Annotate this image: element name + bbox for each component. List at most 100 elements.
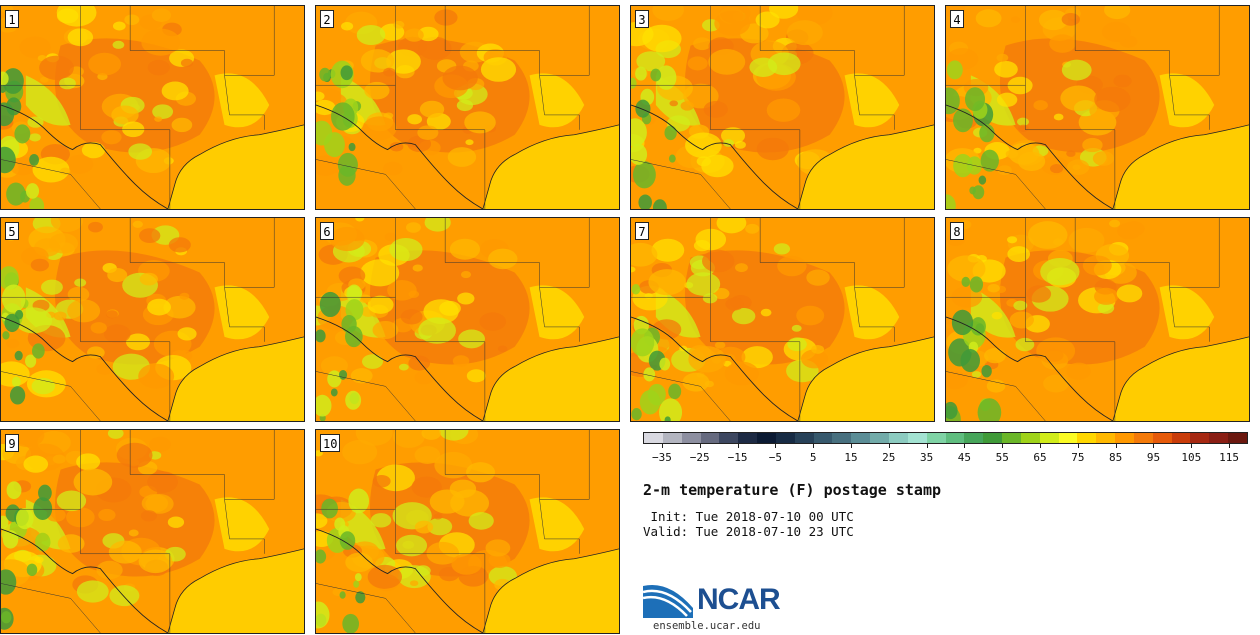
colorbar-tick xyxy=(661,444,663,448)
temperature-field xyxy=(1,430,304,633)
map-panel: 1 xyxy=(0,5,305,210)
colorbar-swatch xyxy=(926,433,946,443)
panel-label: 8 xyxy=(950,222,964,240)
colorbar: −35 −25 −15 −5 5 15 25 35 45 55 65 75 85 95 105 115 xyxy=(643,432,1248,468)
map-panel: 5 xyxy=(0,217,305,422)
colorbar-swatches xyxy=(643,432,1248,444)
panel-label: 7 xyxy=(635,222,649,240)
colorbar-swatch xyxy=(738,433,758,443)
colorbar-tick-label: −5 xyxy=(768,451,782,464)
colorbar-swatch xyxy=(1133,433,1153,443)
colorbar-tick xyxy=(1115,444,1117,448)
colorbar-tick-label: 25 xyxy=(882,451,896,464)
colorbar-tick xyxy=(1040,444,1042,448)
map-panel: 7 xyxy=(630,217,935,422)
colorbar-tick xyxy=(699,444,701,448)
colorbar-tick-label: 115 xyxy=(1219,451,1240,464)
ncar-logo: NCAR xyxy=(642,578,793,620)
panel-label: 3 xyxy=(635,10,649,28)
colorbar-swatch xyxy=(832,433,852,443)
colorbar-tick-label: 55 xyxy=(995,451,1009,464)
colorbar-swatch xyxy=(1228,433,1247,443)
colorbar-tick xyxy=(850,444,852,448)
map-panel: 10 xyxy=(315,429,620,634)
logo-wordmark: NCAR xyxy=(697,583,781,616)
colorbar-tick-label: 65 xyxy=(1033,451,1047,464)
colorbar-swatch xyxy=(983,433,1003,443)
colorbar-tick xyxy=(926,444,928,448)
temperature-field xyxy=(316,6,619,209)
colorbar-swatch xyxy=(813,433,833,443)
map-panel: 4 xyxy=(945,5,1250,210)
colorbar-swatch xyxy=(1002,433,1021,443)
colorbar-swatch xyxy=(1115,433,1134,443)
colorbar-tick-label: −15 xyxy=(727,451,748,464)
colorbar-tick-label: 75 xyxy=(1071,451,1085,464)
ncar-swoosh-icon xyxy=(642,584,693,618)
map-panel: 2 xyxy=(315,5,620,210)
panel-label: 1 xyxy=(5,10,19,28)
figure-title: 2-m temperature (F) postage stamp xyxy=(643,481,942,499)
colorbar-swatch xyxy=(1058,433,1078,443)
colorbar-swatch xyxy=(964,433,984,443)
colorbar-tick xyxy=(1077,444,1079,448)
temperature-field xyxy=(1,218,304,421)
colorbar-swatch xyxy=(1077,433,1097,443)
colorbar-tick-label: 95 xyxy=(1146,451,1161,464)
colorbar-swatch xyxy=(1209,433,1229,443)
temperature-field xyxy=(316,218,619,421)
valid-time: Valid: Tue 2018-07-10 23 UTC xyxy=(643,524,854,539)
panel-label: 10 xyxy=(320,434,341,452)
colorbar-swatch xyxy=(945,433,965,443)
colorbar-tick xyxy=(964,444,966,448)
map-panel: 9 xyxy=(0,429,305,634)
colorbar-tick-label: 85 xyxy=(1109,451,1123,464)
colorbar-swatch xyxy=(719,433,739,443)
colorbar-swatch xyxy=(1096,433,1116,443)
colorbar-tick xyxy=(1002,444,1004,448)
logo-url: ensemble.ucar.edu xyxy=(653,620,761,632)
colorbar-swatch xyxy=(1020,433,1040,443)
temperature-field xyxy=(631,218,934,421)
colorbar-tick xyxy=(813,444,815,448)
colorbar-tick xyxy=(737,444,739,448)
colorbar-tick-label: 5 xyxy=(809,451,817,464)
temperature-field xyxy=(631,6,934,209)
colorbar-tick-label: −25 xyxy=(689,451,710,464)
colorbar-swatch xyxy=(775,433,795,443)
panel-label: 4 xyxy=(950,10,964,28)
colorbar-tick-label: 105 xyxy=(1181,451,1202,464)
colorbar-tick xyxy=(1153,444,1155,448)
panel-label: 2 xyxy=(320,10,334,28)
colorbar-swatch xyxy=(1152,433,1172,443)
colorbar-swatch xyxy=(681,433,701,443)
temperature-field xyxy=(1,6,304,209)
map-panel: 3 xyxy=(630,5,935,210)
colorbar-tick xyxy=(888,444,890,448)
colorbar-swatch xyxy=(888,433,908,443)
temperature-field xyxy=(946,218,1249,421)
colorbar-swatch xyxy=(1171,433,1191,443)
colorbar-tick xyxy=(1191,444,1193,448)
colorbar-tick xyxy=(775,444,777,448)
colorbar-swatch xyxy=(700,433,720,443)
map-panel: 8 xyxy=(945,217,1250,422)
colorbar-tick-label: 15 xyxy=(844,451,858,464)
colorbar-swatch xyxy=(851,433,871,443)
colorbar-swatch xyxy=(870,433,889,443)
colorbar-swatch xyxy=(644,433,663,443)
colorbar-tick-label: −35 xyxy=(651,451,672,464)
colorbar-tick-label: 45 xyxy=(957,451,972,464)
colorbar-tick-label: 35 xyxy=(919,451,934,464)
panel-label: 5 xyxy=(5,222,19,240)
colorbar-swatch xyxy=(794,433,814,443)
panel-label: 6 xyxy=(320,222,334,240)
colorbar-swatch xyxy=(1039,433,1059,443)
colorbar-swatch xyxy=(907,433,927,443)
panel-label: 9 xyxy=(5,434,19,452)
map-panel: 6 xyxy=(315,217,620,422)
temperature-field xyxy=(316,430,619,633)
colorbar-tick xyxy=(1229,444,1231,448)
init-time: Init: Tue 2018-07-10 00 UTC xyxy=(643,509,854,524)
colorbar-swatch xyxy=(662,433,682,443)
